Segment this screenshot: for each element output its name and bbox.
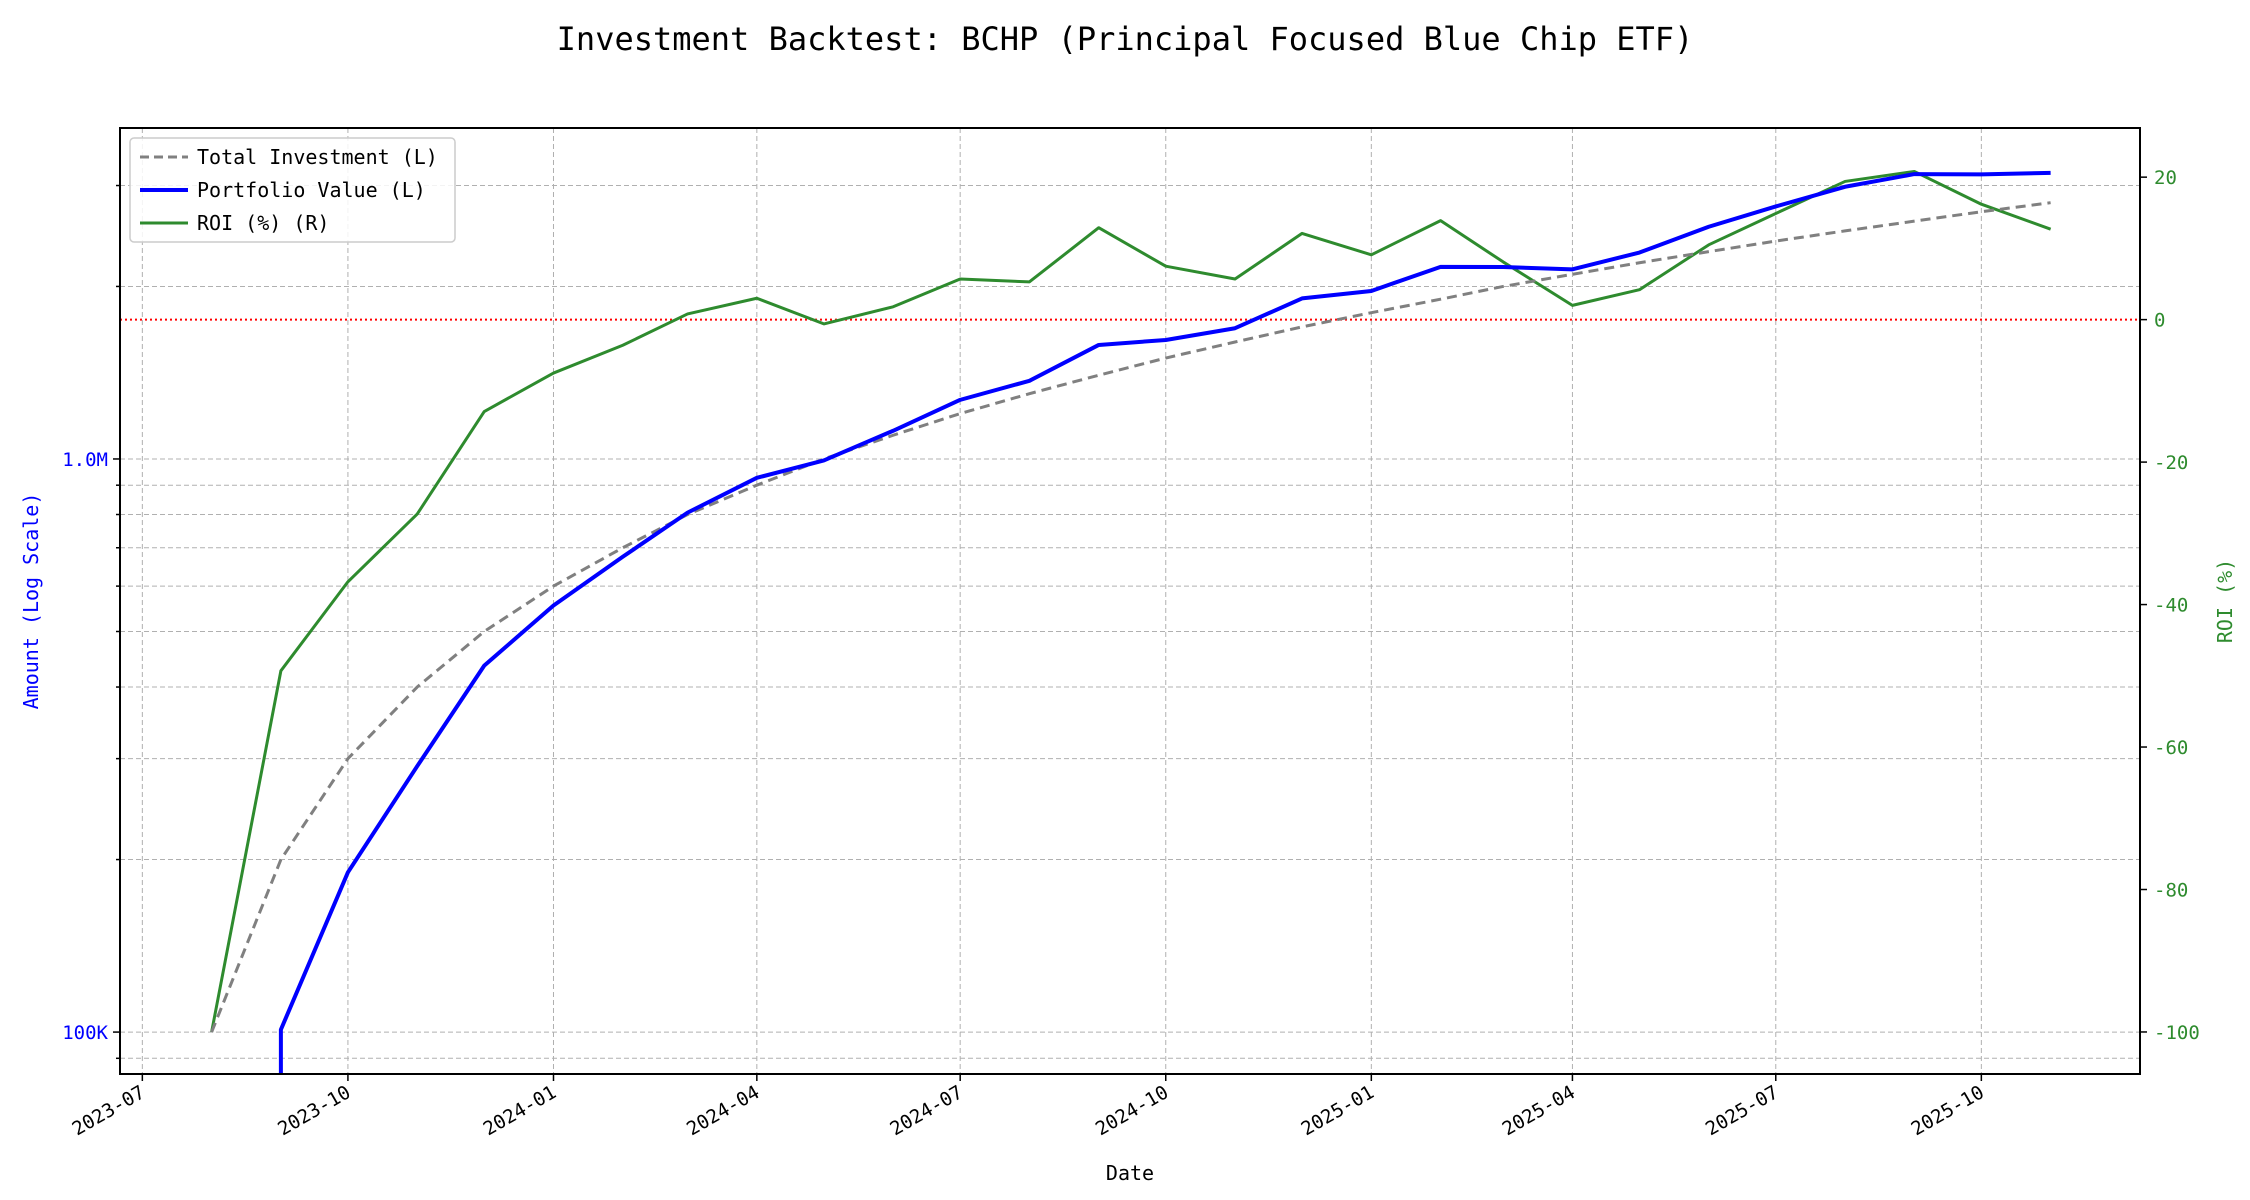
right-y-tick-label: -80	[2154, 880, 2188, 902]
legend: Total Investment (L) Portfolio Value (L) R…	[129, 137, 456, 243]
portfolio-value-line	[278, 170, 2051, 1074]
x-axis: 2023-07 2023-10 2024-01 2024-04 2024-07 2024-…	[68, 1074, 1988, 1140]
right-y-axis-label: ROI (%)	[2213, 559, 2237, 643]
right-y-tick-label: 0	[2154, 310, 2165, 332]
x-tick-label: 2025-01	[1297, 1081, 1377, 1140]
legend-frame	[129, 137, 456, 243]
roi-line	[210, 169, 2052, 1033]
right-y-tick-label: -20	[2154, 452, 2188, 474]
total-investment-line	[210, 201, 2051, 1033]
left-y-tick-label: 1.0M	[62, 449, 108, 471]
grid	[120, 128, 2140, 1074]
axes-frame	[119, 127, 2141, 1075]
plot-area	[210, 169, 2052, 1074]
right-y-tick-label: -100	[2154, 1022, 2200, 1044]
chart-title: Investment Backtest: BCHP (Principal Foc…	[557, 20, 1694, 58]
x-tick-label: 2024-01	[480, 1081, 560, 1140]
legend-label: Total Investment (L)	[197, 145, 438, 169]
left-y-tick-label: 100K	[62, 1022, 108, 1044]
right-y-tick-label: -40	[2154, 595, 2188, 617]
x-tick-label: 2023-10	[274, 1081, 354, 1140]
x-tick-label: 2024-04	[683, 1081, 763, 1140]
right-y-axis: 20 0 -20 -40 -60 -80 -100	[2140, 167, 2200, 1044]
x-tick-label: 2025-04	[1499, 1081, 1579, 1140]
left-y-axis-label: Amount (Log Scale)	[19, 493, 43, 710]
x-axis-label: Date	[1106, 1161, 1154, 1185]
x-tick-label: 2025-10	[1907, 1081, 1987, 1140]
x-tick-label: 2024-07	[886, 1081, 966, 1140]
x-tick-label: 2025-07	[1702, 1081, 1782, 1140]
legend-label: Portfolio Value (L)	[197, 178, 426, 202]
right-y-tick-label: -60	[2154, 737, 2188, 759]
right-y-tick-label: 20	[2154, 167, 2177, 189]
left-y-axis: 100K 1.0M	[62, 184, 120, 1060]
x-tick-label: 2024-10	[1092, 1081, 1172, 1140]
x-tick-label: 2023-07	[68, 1081, 148, 1140]
legend-label: ROI (%) (R)	[197, 211, 329, 235]
